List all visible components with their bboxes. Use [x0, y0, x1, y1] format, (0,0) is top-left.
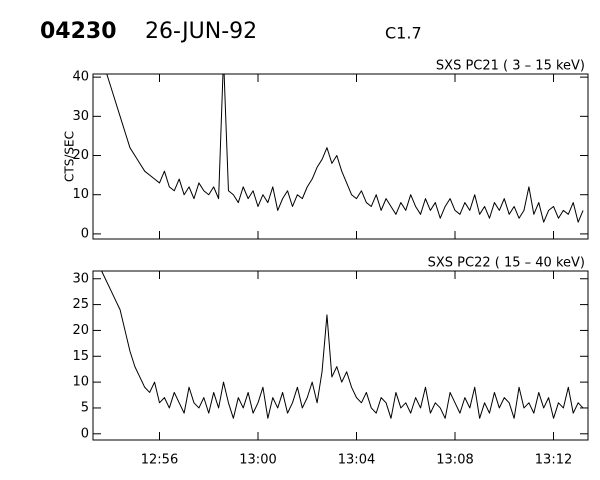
x-tick-label: 13:12: [535, 453, 572, 468]
plot-frame: [92, 73, 589, 240]
y-tick-label: 5: [81, 400, 89, 415]
y-tick-label: 0: [81, 426, 89, 441]
y-axis-label: CTS/SEC: [63, 131, 77, 182]
y-tick-label: 30: [72, 271, 89, 286]
flare-class: C1.7: [385, 24, 422, 43]
x-tick-label: 12:56: [141, 453, 178, 468]
y-tick-label: 25: [72, 297, 89, 312]
y-tick-label: 20: [72, 323, 89, 338]
y-tick-label: 10: [72, 375, 89, 390]
panel-title: SXS PC22 ( 15 – 40 keV): [428, 256, 585, 271]
event-id: 04230: [40, 19, 117, 44]
x-tick-label: 13:04: [338, 453, 375, 468]
y-tick-label: 20: [72, 148, 89, 163]
y-tick-label: 10: [72, 187, 89, 202]
x-tick-label: 13:08: [436, 453, 473, 468]
plot-frame: [92, 270, 589, 441]
plot-area: [101, 271, 584, 419]
y-tick-label: 0: [81, 226, 89, 241]
event-date: 26-JUN-92: [145, 19, 257, 44]
y-tick-label: 30: [72, 109, 89, 124]
plot-area: [106, 74, 584, 223]
panel-title: SXS PC21 ( 3 – 15 keV): [436, 59, 585, 74]
y-tick-label: 15: [72, 349, 89, 364]
data-line: [106, 74, 584, 223]
data-line: [101, 271, 584, 419]
y-tick-label: 40: [72, 70, 89, 85]
x-tick-label: 13:00: [239, 453, 276, 468]
